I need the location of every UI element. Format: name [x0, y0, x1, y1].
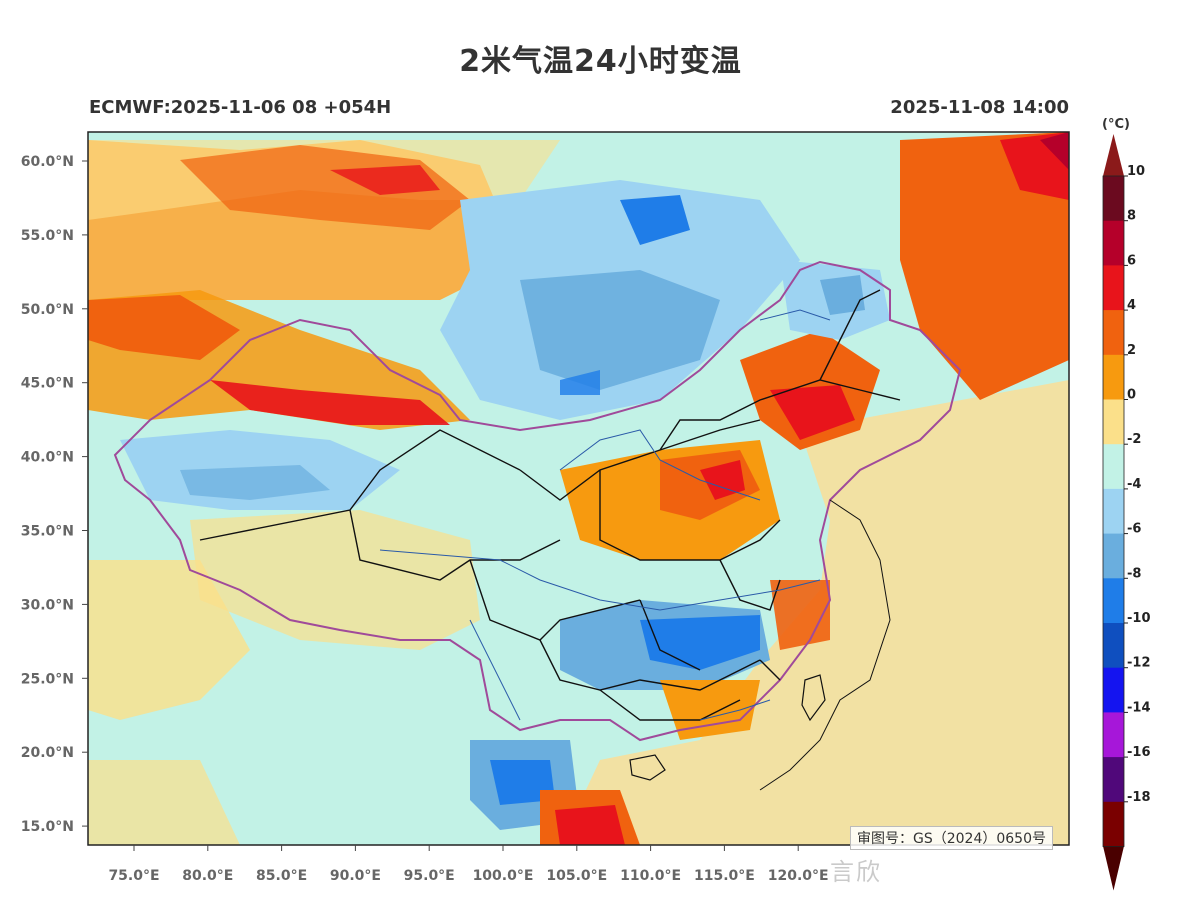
map-title: 2米气温24小时变温	[459, 44, 742, 79]
lon-label: 120.0°E	[768, 868, 829, 884]
colorbar-label: -14	[1127, 700, 1151, 715]
lat-label: 55.0°N	[21, 228, 74, 244]
colorbar-label: 8	[1127, 209, 1136, 224]
lon-label: 80.0°E	[182, 868, 233, 884]
lat-label: 30.0°N	[21, 597, 74, 613]
colorbar-unit: (°C)	[1102, 117, 1130, 132]
lat-label: 35.0°N	[21, 524, 74, 540]
colorbar-label: 10	[1127, 164, 1145, 179]
lon-label: 105.0°E	[546, 868, 607, 884]
lat-label: 50.0°N	[21, 302, 74, 318]
colorbar-label: -8	[1127, 566, 1141, 581]
colorbar-label: 6	[1127, 253, 1136, 268]
lon-label: 75.0°E	[108, 868, 159, 884]
colorbar-label: -4	[1127, 477, 1141, 492]
colorbar-label: 0	[1127, 388, 1136, 403]
watermark: 言欣	[830, 858, 882, 886]
colorbar-label: -6	[1127, 522, 1141, 537]
longitude-axis: 75.0°E 80.0°E 85.0°E 90.0°E 95.0°E 100.0°E 105…	[108, 845, 829, 884]
lon-label: 115.0°E	[694, 868, 755, 884]
colorbar-label: -2	[1127, 432, 1141, 447]
colorbar-segment	[1103, 220, 1124, 266]
lat-label: 60.0°N	[21, 154, 74, 170]
colorbar-segment	[1103, 265, 1124, 311]
valid-time-label: 2025-11-08 14:00	[890, 97, 1069, 118]
lon-label: 100.0°E	[473, 868, 534, 884]
colorbar-segment	[1103, 667, 1124, 713]
colorbar-top-cap	[1103, 134, 1124, 176]
model-run-label: ECMWF:2025-11-06 08 +054H	[89, 97, 392, 118]
lon-label: 110.0°E	[620, 868, 681, 884]
colorbar-segment	[1103, 176, 1124, 222]
colorbar-outline	[1102, 175, 1125, 847]
colorbar-bottom-cap	[1103, 846, 1124, 891]
colorbar-label: -10	[1127, 611, 1151, 626]
lat-label: 15.0°N	[21, 819, 74, 835]
colorbar-label: 2	[1127, 343, 1136, 358]
colorbar-segment	[1103, 623, 1124, 669]
colorbar-segment	[1103, 712, 1124, 758]
map-approval-stamp: 审图号：GS（2024）0650号	[850, 826, 1053, 850]
map-field	[88, 132, 1069, 845]
colorbar-segment	[1103, 444, 1124, 490]
lon-label: 90.0°E	[330, 868, 381, 884]
colorbar-segment	[1103, 533, 1124, 579]
lat-label: 25.0°N	[21, 671, 74, 687]
lon-label: 95.0°E	[404, 868, 455, 884]
colorbar-segment	[1103, 757, 1124, 803]
lat-label: 20.0°N	[21, 745, 74, 761]
lat-label: 40.0°N	[21, 450, 74, 466]
colorbar-label: -12	[1127, 656, 1151, 671]
colorbar-segment	[1103, 354, 1124, 400]
colorbar-segment	[1103, 801, 1124, 847]
colorbar-segment	[1103, 399, 1124, 445]
colorbar-label: -18	[1127, 790, 1151, 805]
colorbar-segment	[1103, 578, 1124, 624]
colorbar-label: -16	[1127, 745, 1151, 760]
colorbar: 10 8 6 4 2 0 -2 -4 -6 -8 -10 -12 -14 -16 -18	[1102, 134, 1151, 891]
colorbar-segment	[1103, 488, 1124, 535]
colorbar-segment	[1103, 310, 1124, 356]
lon-label: 85.0°E	[256, 868, 307, 884]
lat-label: 45.0°N	[21, 376, 74, 392]
map-frame	[87, 131, 1070, 846]
latitude-axis: 60.0°N 55.0°N 50.0°N 45.0°N 40.0°N 35.0°N 30.0…	[21, 154, 88, 835]
colorbar-label: 4	[1127, 298, 1136, 313]
